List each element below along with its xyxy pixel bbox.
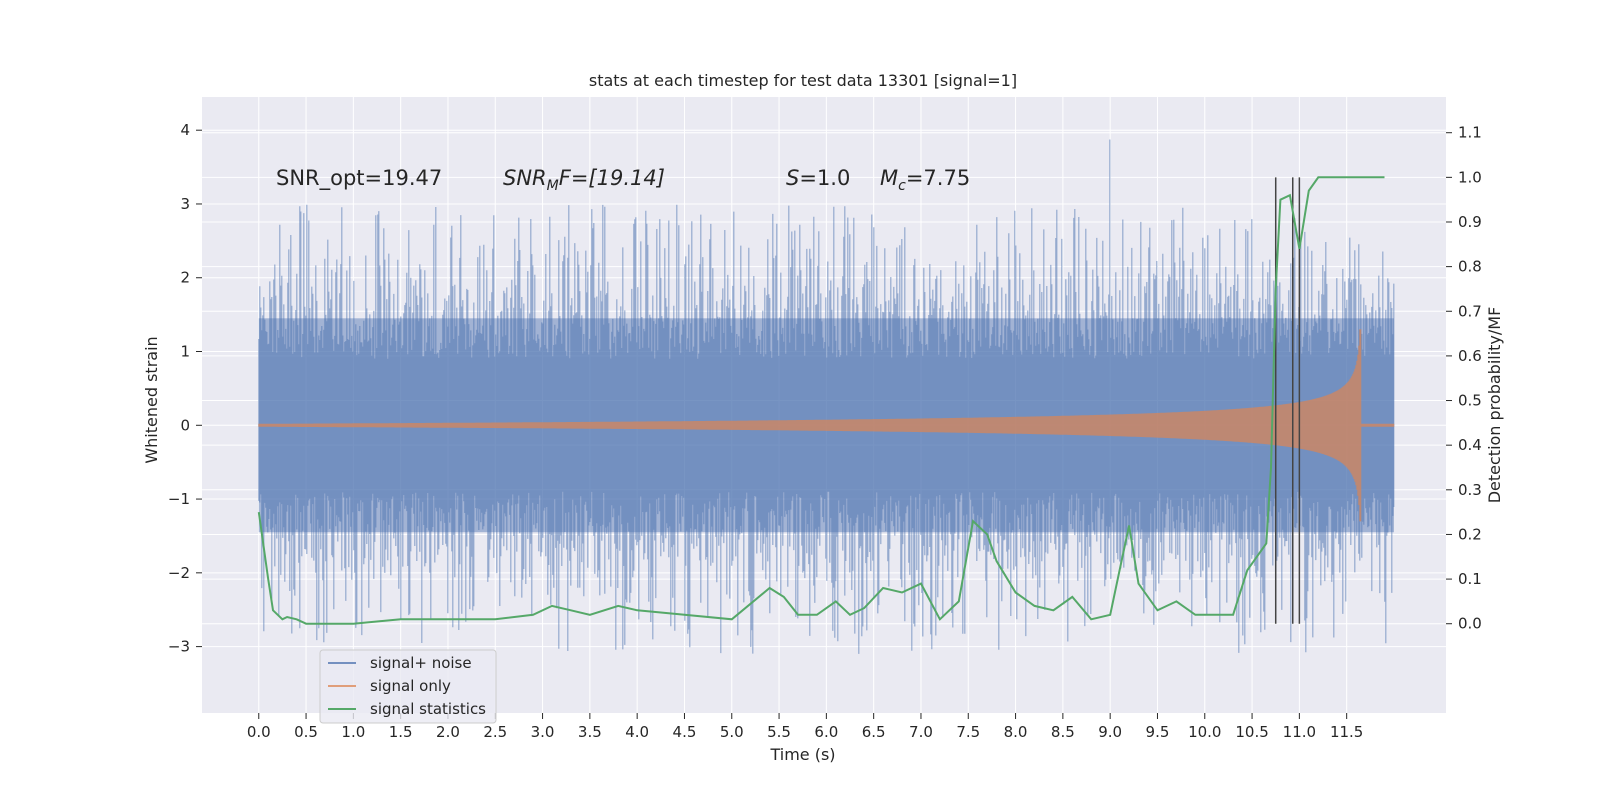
x-tick-label: 0.0 bbox=[247, 723, 271, 741]
right-tick-label: 0.4 bbox=[1458, 436, 1482, 454]
legend-label-signal-only: signal only bbox=[370, 677, 451, 695]
y-tick-label: −3 bbox=[168, 638, 190, 656]
x-tick-label: 9.0 bbox=[1098, 723, 1122, 741]
right-tick-label: 1.1 bbox=[1458, 124, 1482, 142]
right-tick-label: 0.5 bbox=[1458, 392, 1482, 410]
right-tick-label: 1.0 bbox=[1458, 168, 1482, 186]
x-tick-label: 11.5 bbox=[1330, 723, 1363, 741]
right-axis-ticks: 1.1 1.0 0.9 0.8 0.7 0.6 0.5 0.4 0.3 0.2 0.1 0.0 bbox=[1446, 124, 1482, 633]
s-annotation: S=1.0 bbox=[786, 166, 850, 190]
x-tick-label: 2.0 bbox=[436, 723, 460, 741]
y-tick-label: 1 bbox=[180, 343, 190, 361]
y-tick-label: −1 bbox=[168, 490, 190, 508]
y-tick-label: −2 bbox=[168, 564, 190, 582]
snr-mf-annotation: SNRMF=[19.14] bbox=[503, 166, 665, 194]
snr-opt-annotation: SNR_opt=19.47 bbox=[276, 166, 442, 191]
y-axis-label: Whitened strain bbox=[142, 336, 161, 463]
x-axis-label: Time (s) bbox=[769, 745, 835, 764]
x-tick-label: 10.0 bbox=[1188, 723, 1221, 741]
series-signal-statistics bbox=[257, 176, 1385, 625]
right-axis-label: Detection probability/MF bbox=[1485, 307, 1504, 504]
x-tick-label: 2.5 bbox=[483, 723, 507, 741]
x-tick-label: 1.0 bbox=[341, 723, 365, 741]
x-tick-label: 4.5 bbox=[673, 723, 697, 741]
right-tick-label: 0.7 bbox=[1458, 302, 1482, 320]
x-tick-label: 9.5 bbox=[1146, 723, 1170, 741]
legend-box bbox=[319, 649, 497, 724]
signal-only-trace bbox=[258, 329, 1395, 522]
series-signal-only bbox=[258, 329, 1395, 522]
x-tick-label: 5.0 bbox=[720, 723, 744, 741]
right-tick-label: 0.2 bbox=[1458, 525, 1482, 543]
y-axis-ticks: 4 3 2 1 0 −1 −2 −3 bbox=[168, 121, 202, 656]
threshold-lines bbox=[1274, 177, 1301, 624]
chirp-mass-annotation: Mc=7.75 bbox=[880, 166, 970, 194]
y-tick-label: 0 bbox=[180, 416, 190, 434]
right-tick-label: 0.9 bbox=[1458, 213, 1482, 231]
right-tick-label: 0.6 bbox=[1458, 347, 1482, 365]
x-tick-label: 11.0 bbox=[1283, 723, 1316, 741]
y-tick-label: 4 bbox=[180, 121, 190, 139]
right-tick-label: 0.1 bbox=[1458, 570, 1482, 588]
right-tick-label: 0.3 bbox=[1458, 481, 1482, 499]
x-tick-label: 4.0 bbox=[625, 723, 649, 741]
legend-label-signal-statistics: signal statistics bbox=[370, 700, 486, 718]
right-tick-label: 0.0 bbox=[1458, 615, 1482, 633]
x-tick-label: 8.5 bbox=[1051, 723, 1075, 741]
x-axis-ticks: 0.0 0.5 1.0 1.5 2.0 2.5 3.0 3.5 4.0 4.5 5.0 5.5 6.0 6… bbox=[247, 713, 1363, 741]
x-tick-label: 0.5 bbox=[294, 723, 318, 741]
x-tick-label: 7.0 bbox=[909, 723, 933, 741]
x-tick-label: 6.0 bbox=[814, 723, 838, 741]
x-tick-label: 6.5 bbox=[862, 723, 886, 741]
legend-label-signal-noise: signal+ noise bbox=[370, 654, 472, 672]
right-tick-label: 0.8 bbox=[1458, 258, 1482, 276]
y-tick-label: 2 bbox=[180, 269, 190, 287]
y-tick-label: 3 bbox=[180, 195, 190, 213]
x-tick-label: 8.0 bbox=[1004, 723, 1028, 741]
x-tick-label: 3.0 bbox=[531, 723, 555, 741]
x-tick-label: 10.5 bbox=[1235, 723, 1268, 741]
x-tick-label: 1.5 bbox=[389, 723, 413, 741]
legend: signal+ noise signal only signal statist… bbox=[319, 649, 497, 724]
x-tick-label: 7.5 bbox=[956, 723, 980, 741]
x-tick-label: 5.5 bbox=[767, 723, 791, 741]
chart-title: stats at each timestep for test data 133… bbox=[589, 71, 1017, 90]
x-tick-label: 3.5 bbox=[578, 723, 602, 741]
